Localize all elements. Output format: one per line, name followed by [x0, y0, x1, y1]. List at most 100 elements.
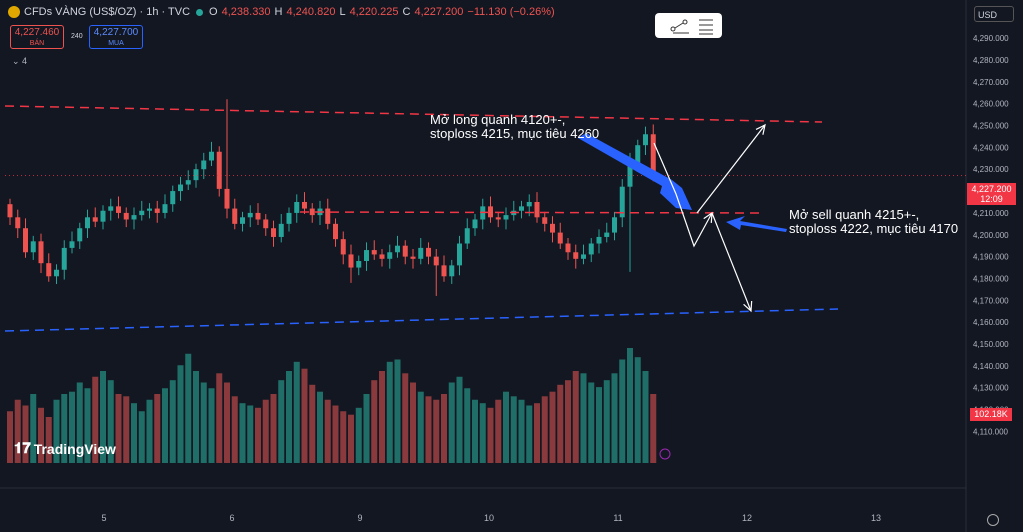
- volume-bar: [518, 399, 525, 463]
- candle-body: [286, 212, 292, 224]
- indicators-toggle[interactable]: ⌄ 4: [12, 56, 28, 66]
- long-annotation-line-2: stoploss 4215, mục tiêu 4260: [430, 126, 600, 141]
- volume-bar: [84, 388, 91, 463]
- candle-body: [457, 243, 462, 266]
- volume-bar: [379, 371, 385, 463]
- candle-body: [581, 254, 586, 259]
- drawing-toolbar[interactable]: [655, 13, 722, 38]
- candle-body: [325, 208, 331, 224]
- candle-body: [410, 256, 416, 259]
- volume-bar: [534, 403, 540, 463]
- trend-tool-icon[interactable]: [670, 19, 689, 34]
- candle-body: [526, 202, 532, 207]
- candle-body: [333, 223, 338, 240]
- y-tick-label: 4,250.000: [973, 122, 1009, 131]
- settings-gear-icon[interactable]: [987, 514, 999, 526]
- volume-bar: [309, 384, 316, 463]
- candle-body: [387, 252, 393, 259]
- volume-bar: [61, 394, 68, 463]
- y-tick-label: 4,230.000: [973, 165, 1009, 174]
- volume-bar: [107, 380, 114, 463]
- volume-bar: [425, 396, 432, 463]
- candle-body: [54, 269, 59, 277]
- volume-bar: [169, 380, 176, 463]
- y-tick-label: 4,240.000: [973, 143, 1009, 152]
- candle-body: [650, 134, 656, 176]
- volume-bar: [247, 405, 254, 463]
- volume-bar: [293, 361, 300, 463]
- arrowhead-up: [755, 123, 766, 135]
- candle-body: [379, 254, 385, 259]
- candle-body: [449, 265, 455, 277]
- sell-button[interactable]: 4,227.460 BÁN: [10, 25, 64, 49]
- y-tick-label: 4,180.000: [973, 274, 1009, 283]
- volume-bar: [596, 387, 602, 463]
- candle-body: [402, 245, 408, 257]
- volume-bar: [45, 417, 52, 463]
- close-label: C: [402, 6, 411, 18]
- alert-badge-icon: [659, 448, 671, 460]
- volume-bar: [619, 359, 626, 463]
- candle-body: [23, 228, 28, 253]
- candle-body: [565, 243, 571, 253]
- currency-select[interactable]: USD: [974, 6, 1014, 22]
- candle-body: [643, 134, 648, 146]
- candle-body: [201, 160, 207, 170]
- volume-bar: [146, 399, 153, 463]
- volume-bar: [472, 399, 478, 463]
- volume-bar: [433, 399, 440, 463]
- settings-lines-icon[interactable]: [699, 19, 713, 35]
- tradingview-icon: 𝟏𝟕: [14, 440, 31, 457]
- volume-bar: [588, 382, 595, 463]
- volume-bar: [193, 371, 199, 463]
- candle-body: [612, 217, 617, 233]
- candle-body: [30, 241, 36, 253]
- long-annotation-line-1: Mở long quanh 4120+-,: [430, 112, 566, 127]
- buy-price: 4,227.700: [93, 27, 139, 38]
- high-value: 4,240.820: [286, 6, 336, 18]
- candle-body: [596, 236, 602, 244]
- y-tick-label: 4,190.000: [973, 253, 1009, 262]
- volume-bar: [572, 371, 579, 463]
- candle-body: [116, 206, 121, 213]
- candle-body: [395, 245, 400, 253]
- volume-bar: [30, 394, 37, 463]
- candle-body: [209, 151, 214, 161]
- candle-body: [7, 204, 13, 218]
- volume-bar: [541, 396, 548, 463]
- candle-body: [557, 232, 563, 244]
- volume-bar: [402, 373, 409, 463]
- volume-bar: [394, 359, 401, 463]
- open-value: 4,238.330: [221, 6, 271, 18]
- candle-body: [488, 206, 493, 218]
- x-tick-label: 6: [229, 513, 234, 523]
- candle-body: [302, 202, 307, 209]
- volume-bar: [177, 365, 184, 463]
- candle-body: [364, 250, 369, 261]
- candle-body: [162, 204, 168, 213]
- arrowhead-mid: [703, 211, 713, 224]
- volume-bar: [162, 388, 168, 463]
- candle-body: [464, 228, 470, 244]
- volume-bar: [503, 391, 509, 463]
- buy-label: MUA: [108, 40, 124, 47]
- projection-down-path: [711, 212, 752, 312]
- candle-body: [240, 217, 245, 224]
- candle-body: [534, 202, 540, 218]
- volume-bar: [355, 407, 362, 463]
- projection-up-path: [696, 124, 766, 214]
- volume-bar: [371, 380, 378, 463]
- candle-body: [224, 188, 230, 209]
- symbol-title[interactable]: CFDs VÀNG (US$/OZ) · 1h · TVC: [24, 6, 191, 18]
- volume-bar: [448, 382, 455, 463]
- volume-bar: [69, 391, 75, 463]
- tradingview-logo[interactable]: 𝟏𝟕 TradingView: [14, 440, 116, 457]
- buy-button[interactable]: 4,227.700 MUA: [89, 25, 143, 49]
- candle-body: [588, 243, 594, 255]
- volume-bar: [317, 391, 323, 463]
- market-open-icon: [196, 8, 204, 16]
- candle-body: [255, 212, 261, 220]
- candle-body: [441, 265, 447, 277]
- candle-body: [216, 151, 222, 189]
